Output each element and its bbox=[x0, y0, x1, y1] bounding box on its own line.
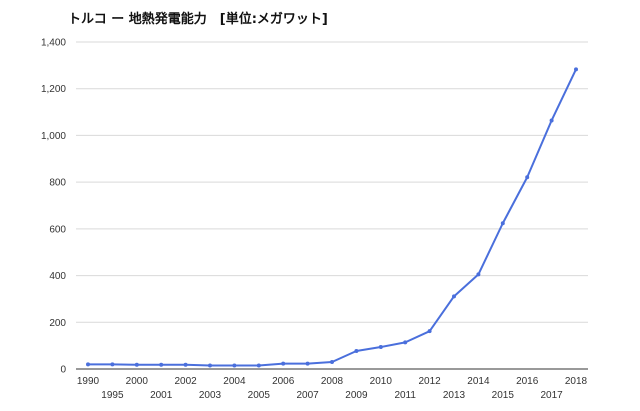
x-tick-label: 2013 bbox=[443, 390, 466, 401]
y-tick-label: 600 bbox=[49, 224, 66, 235]
series-layer bbox=[86, 67, 578, 368]
x-tick-label: 2002 bbox=[174, 376, 197, 387]
x-tick-label: 2007 bbox=[296, 390, 319, 401]
x-tick-label: 2010 bbox=[370, 376, 393, 387]
gridlines bbox=[76, 41, 588, 323]
x-tick-label: 2015 bbox=[492, 390, 515, 401]
x-tick-label: 2008 bbox=[321, 376, 344, 387]
data-point bbox=[549, 118, 554, 123]
data-point bbox=[86, 362, 90, 367]
data-point bbox=[183, 362, 188, 367]
y-tick-label: 1,200 bbox=[41, 84, 66, 95]
data-point bbox=[305, 361, 310, 366]
data-point bbox=[134, 362, 139, 367]
y-tick-label: 0 bbox=[60, 365, 66, 376]
x-tick-label: 2014 bbox=[467, 376, 490, 387]
data-point bbox=[354, 349, 359, 354]
data-point bbox=[281, 361, 286, 366]
x-tick-label: 1995 bbox=[101, 390, 124, 401]
chart-title: トルコ ー 地熱発電能力 [単位:メガワット] bbox=[68, 12, 328, 27]
x-tick-label: 2012 bbox=[418, 376, 441, 387]
series-line bbox=[88, 68, 577, 367]
x-tick-label: 2017 bbox=[540, 390, 563, 401]
x-tick-label: 2004 bbox=[223, 376, 246, 387]
data-point bbox=[403, 340, 408, 345]
x-tick-label: 2009 bbox=[345, 390, 368, 401]
x-axis-ticks: 1990199520002001200220032004200520062007… bbox=[77, 376, 588, 401]
x-tick-label: 2016 bbox=[516, 376, 539, 387]
data-point bbox=[208, 363, 212, 368]
y-tick-label: 800 bbox=[49, 178, 66, 189]
y-axis-ticks: 0 200 400 600 800 1,000 1,200 1,400 bbox=[41, 38, 66, 376]
y-tick-label: 1,000 bbox=[41, 131, 66, 142]
y-tick-label: 200 bbox=[49, 318, 66, 329]
y-tick-label: 1,400 bbox=[41, 38, 66, 49]
x-tick-label: 2011 bbox=[394, 390, 416, 401]
data-point bbox=[574, 67, 578, 72]
data-point bbox=[256, 363, 261, 368]
data-point bbox=[500, 221, 505, 226]
x-tick-label: 2005 bbox=[248, 390, 271, 401]
x-tick-label: 2003 bbox=[199, 390, 222, 401]
x-tick-label: 2018 bbox=[565, 376, 588, 387]
data-point bbox=[330, 359, 334, 364]
data-point bbox=[476, 272, 481, 277]
data-point bbox=[232, 363, 237, 368]
x-tick-label: 2001 bbox=[150, 390, 173, 401]
data-point bbox=[452, 294, 456, 299]
x-tick-label: 2000 bbox=[126, 376, 149, 387]
data-point bbox=[378, 345, 383, 350]
data-point bbox=[110, 362, 115, 367]
data-point bbox=[525, 175, 530, 180]
x-tick-label: 2006 bbox=[272, 376, 295, 387]
y-tick-label: 400 bbox=[49, 271, 66, 282]
x-tick-label: 1990 bbox=[77, 376, 100, 387]
data-point bbox=[159, 362, 164, 367]
data-point bbox=[427, 329, 432, 334]
